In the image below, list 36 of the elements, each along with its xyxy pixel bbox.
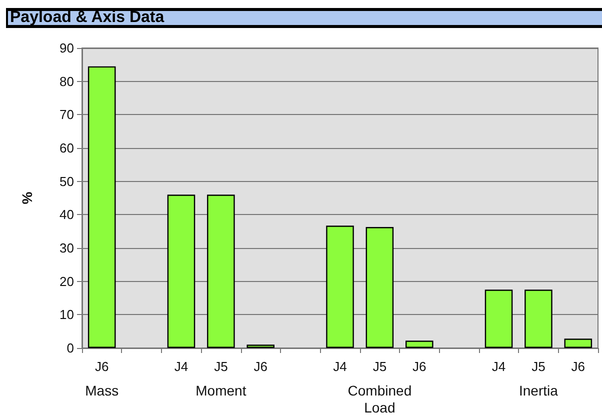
bar [524, 290, 552, 348]
chart-title: Payload & Axis Data [6, 8, 602, 28]
bar [484, 290, 513, 348]
y-tick-label: 20 [60, 274, 74, 289]
y-tick-label: 60 [60, 140, 74, 156]
bar [366, 227, 394, 348]
x-tick-label: J4 [174, 359, 188, 374]
text: Inertia [519, 382, 558, 398]
y-tick-label: 40 [60, 207, 74, 222]
y-tick-label: 0 [66, 340, 74, 356]
x-tick-label: J5 [214, 359, 228, 374]
y-tick-label: 10 [60, 307, 74, 322]
bar [88, 66, 116, 348]
y-tick-label: 30 [60, 240, 74, 256]
y-tick-label: 50 [60, 174, 74, 189]
text: Mass [85, 382, 119, 398]
y-tick-label: 80 [60, 74, 74, 89]
bar [564, 338, 592, 348]
x-tick-label: J4 [492, 359, 506, 374]
y-tick-label: 90 [60, 40, 74, 56]
bar [326, 226, 354, 348]
y-axis-title: % [19, 191, 35, 204]
x-tick-label: J6 [412, 359, 426, 374]
x-tick-label: J5 [372, 359, 387, 374]
y-tick-label: 70 [60, 107, 74, 122]
bar [207, 194, 235, 348]
x-tick-label: J4 [333, 359, 347, 374]
text: Moment [196, 382, 246, 398]
bar [167, 194, 196, 348]
bar [405, 340, 434, 348]
x-tick-label: J6 [254, 359, 268, 374]
x-tick-label: J5 [532, 359, 546, 374]
x-tick-label: J6 [571, 359, 586, 374]
bar [246, 344, 275, 348]
text: Combined Load [348, 382, 412, 416]
x-tick-label: J6 [94, 359, 109, 374]
